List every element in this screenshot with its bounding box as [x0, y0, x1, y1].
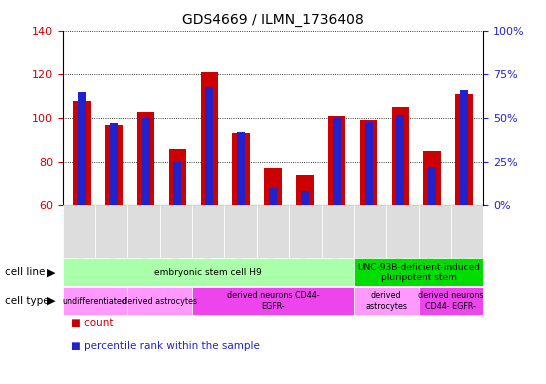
Bar: [141, 118, 150, 205]
Bar: [137, 111, 155, 205]
Bar: [301, 192, 309, 205]
Bar: [63, 287, 127, 315]
Bar: [237, 132, 245, 205]
Text: ▶: ▶: [46, 296, 55, 306]
Bar: [63, 258, 354, 286]
Text: ■ percentile rank within the sample: ■ percentile rank within the sample: [71, 341, 260, 351]
Bar: [391, 107, 409, 205]
Bar: [396, 114, 405, 205]
Bar: [328, 116, 346, 205]
Bar: [73, 101, 91, 205]
Bar: [98, 31, 130, 205]
Bar: [192, 205, 224, 258]
Text: cell line: cell line: [5, 267, 46, 277]
Bar: [78, 92, 86, 205]
Bar: [269, 188, 277, 205]
Bar: [264, 168, 282, 205]
Bar: [127, 287, 192, 315]
Bar: [428, 167, 436, 205]
Bar: [130, 31, 162, 205]
Bar: [354, 205, 386, 258]
Text: ■ count: ■ count: [71, 318, 114, 328]
Bar: [63, 205, 95, 258]
Bar: [257, 31, 289, 205]
Bar: [365, 122, 372, 205]
Bar: [169, 149, 186, 205]
Bar: [233, 133, 250, 205]
Bar: [127, 205, 160, 258]
Bar: [289, 31, 321, 205]
Bar: [416, 31, 448, 205]
Bar: [354, 258, 483, 286]
Bar: [205, 87, 213, 205]
Bar: [225, 31, 257, 205]
Bar: [424, 151, 441, 205]
Bar: [174, 162, 181, 205]
Bar: [354, 287, 419, 315]
Bar: [257, 205, 289, 258]
Text: embryonic stem cell H9: embryonic stem cell H9: [155, 268, 262, 277]
Text: ▶: ▶: [46, 267, 55, 277]
Text: derived astrocytes: derived astrocytes: [122, 296, 197, 306]
Bar: [386, 205, 419, 258]
Bar: [200, 72, 218, 205]
Bar: [451, 205, 483, 258]
Bar: [289, 205, 322, 258]
Bar: [296, 175, 313, 205]
Bar: [321, 31, 353, 205]
Bar: [110, 123, 118, 205]
Title: GDS4669 / ILMN_1736408: GDS4669 / ILMN_1736408: [182, 13, 364, 27]
Bar: [360, 120, 377, 205]
Bar: [419, 205, 451, 258]
Bar: [95, 205, 127, 258]
Bar: [193, 31, 225, 205]
Bar: [460, 90, 468, 205]
Text: UNC-93B-deficient-induced
pluripotent stem: UNC-93B-deficient-induced pluripotent st…: [357, 263, 480, 282]
Bar: [333, 118, 341, 205]
Bar: [160, 205, 192, 258]
Bar: [224, 205, 257, 258]
Text: derived
astrocytes: derived astrocytes: [365, 291, 407, 311]
Bar: [322, 205, 354, 258]
Text: undifferentiated: undifferentiated: [63, 296, 128, 306]
Text: cell type: cell type: [5, 296, 50, 306]
Bar: [353, 31, 384, 205]
Bar: [192, 287, 354, 315]
Bar: [419, 287, 483, 315]
Bar: [455, 94, 473, 205]
Bar: [162, 31, 193, 205]
Bar: [448, 31, 480, 205]
Bar: [105, 125, 122, 205]
Bar: [384, 31, 416, 205]
Bar: [66, 31, 98, 205]
Text: derived neurons
CD44- EGFR-: derived neurons CD44- EGFR-: [418, 291, 484, 311]
Text: derived neurons CD44-
EGFR-: derived neurons CD44- EGFR-: [227, 291, 319, 311]
